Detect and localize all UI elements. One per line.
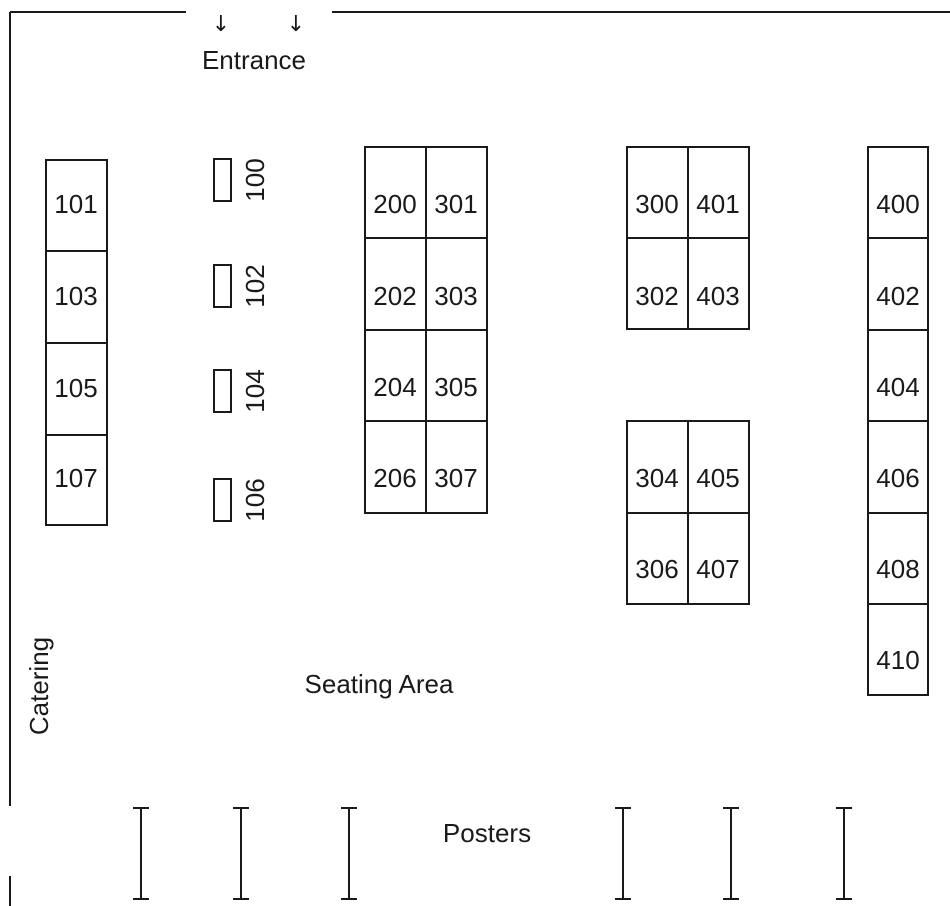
booth-306[interactable] — [626, 512, 689, 605]
booth-label: 301 — [434, 189, 477, 219]
booth-label: 408 — [876, 554, 919, 584]
booth-block-a: 200 301 202 303 204 305 206 307 — [364, 146, 488, 514]
booth-410[interactable] — [867, 603, 929, 696]
booth-block-b: 300 401 302 403 — [626, 146, 750, 330]
booth-label: 405 — [696, 463, 739, 493]
entrance-label: Entrance — [202, 45, 306, 75]
booth-label: 400 — [876, 189, 919, 219]
booth-407[interactable] — [687, 512, 750, 605]
poster-stand-icon[interactable] — [615, 807, 631, 900]
booth-104[interactable] — [213, 369, 232, 413]
poster-stand-icon[interactable] — [133, 807, 149, 900]
booth-107[interactable] — [45, 434, 108, 526]
booth-405[interactable] — [687, 420, 750, 514]
booth-label: 204 — [373, 372, 416, 402]
booth-label: 103 — [54, 281, 97, 311]
booth-307[interactable] — [425, 420, 488, 514]
seating-area-label: Seating Area — [305, 669, 454, 699]
poster-stand-icon[interactable] — [341, 807, 357, 900]
booth-label: 106 — [240, 478, 270, 521]
booth-label: 407 — [696, 554, 739, 584]
booth-label: 307 — [434, 463, 477, 493]
poster-stands — [133, 807, 852, 900]
booth-label: 206 — [373, 463, 416, 493]
down-arrow-icon: ↓ — [212, 12, 230, 37]
poster-stand-icon[interactable] — [233, 807, 249, 900]
booth-label: 105 — [54, 373, 97, 403]
booth-label: 200 — [373, 189, 416, 219]
booth-label: 202 — [373, 281, 416, 311]
booth-label: 104 — [240, 369, 270, 412]
booth-408[interactable] — [867, 512, 929, 605]
booth-206[interactable] — [364, 420, 427, 514]
catering-label: Catering — [24, 637, 54, 735]
booth-label: 101 — [54, 189, 97, 219]
booth-label: 302 — [635, 281, 678, 311]
right-booth-column: 400 402 404 406 408 410 — [867, 146, 929, 696]
booth-301[interactable] — [425, 146, 488, 239]
booth-404[interactable] — [867, 329, 929, 422]
entrance-arrows: ↓ ↓ — [212, 12, 305, 37]
booth-label: 403 — [696, 281, 739, 311]
booth-401[interactable] — [687, 146, 750, 239]
down-arrow-icon: ↓ — [287, 12, 305, 37]
booth-label: 404 — [876, 372, 919, 402]
booth-406[interactable] — [867, 420, 929, 514]
left-booth-column: 101 103 105 107 — [45, 159, 108, 526]
booth-label: 303 — [434, 281, 477, 311]
booth-403[interactable] — [687, 237, 750, 330]
booth-label: 300 — [635, 189, 678, 219]
booth-303[interactable] — [425, 237, 488, 331]
booth-106[interactable] — [213, 478, 232, 522]
booth-label: 107 — [54, 463, 97, 493]
booth-label: 304 — [635, 463, 678, 493]
booth-label: 406 — [876, 463, 919, 493]
booth-label: 100 — [240, 158, 270, 201]
booth-101[interactable] — [45, 159, 108, 252]
poster-stand-icon[interactable] — [836, 807, 852, 900]
booth-402[interactable] — [867, 237, 929, 331]
booth-label: 402 — [876, 281, 919, 311]
posters-label: Posters — [443, 818, 531, 848]
booth-label: 410 — [876, 645, 919, 675]
booth-label: 102 — [240, 264, 270, 307]
booth-305[interactable] — [425, 329, 488, 422]
booth-105[interactable] — [45, 342, 108, 436]
booth-100[interactable] — [213, 158, 232, 202]
booth-102[interactable] — [213, 264, 232, 308]
poster-stand-icon[interactable] — [723, 807, 739, 900]
small-booth-column: 100 102 104 106 — [213, 158, 270, 522]
booth-block-c: 304 405 306 407 — [626, 420, 750, 605]
booth-label: 306 — [635, 554, 678, 584]
booth-label: 401 — [696, 189, 739, 219]
booth-label: 305 — [434, 372, 477, 402]
